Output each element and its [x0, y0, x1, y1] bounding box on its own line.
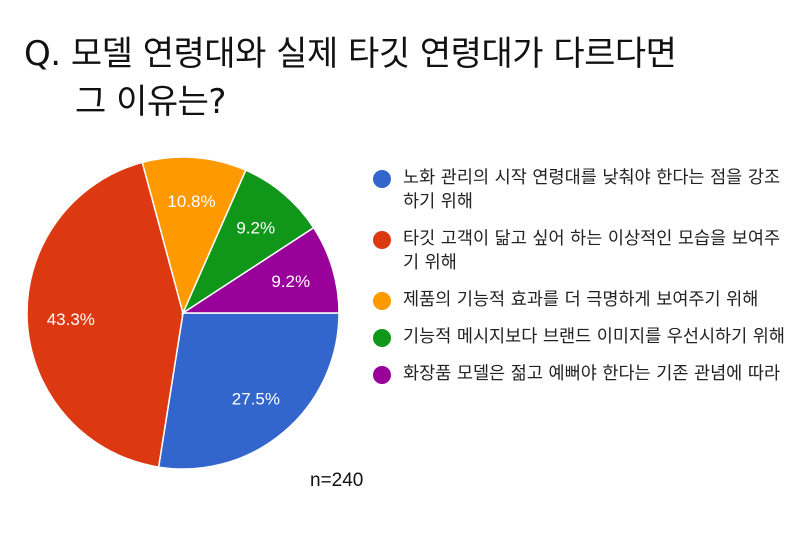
legend-label-2: 제품의 기능적 효과를 더 극명하게 보여주기 위해 — [403, 290, 759, 310]
legend-swatch-0 — [373, 170, 391, 188]
legend-swatch-4 — [373, 366, 391, 384]
sample-size-label: n=240 — [310, 470, 364, 491]
pie-slice-2 — [141, 156, 247, 316]
pie-slice-3 — [181, 169, 315, 316]
legend-item-3: 기능적 메시지보다 브랜드 이미지를 우선시하기 위해 — [373, 325, 793, 349]
legend-label-4: 화장품 모델은 젊고 예뻐야 한다는 기존 관념에 따라 — [403, 364, 781, 384]
pie-slice-label-2: 10.8% — [167, 192, 215, 211]
pie-slice-1 — [26, 161, 184, 468]
legend-item-1: 타깃 고객이 닮고 싶어 하는 이상적인 모습을 보여주기 위해 — [373, 227, 793, 275]
pie-slice-label-4: 9.2% — [271, 272, 310, 291]
legend-label-0: 노화 관리의 시작 연령대를 낮춰야 한다는 점을 강조하기 위해 — [403, 168, 781, 212]
pie-slice-label-1: 43.3% — [47, 310, 95, 329]
legend-swatch-3 — [373, 329, 391, 347]
legend-item-2: 제품의 기능적 효과를 더 극명하게 보여주기 위해 — [373, 288, 793, 312]
pie-slice-0 — [157, 312, 340, 470]
chart-title: Q. 모델 연령대와 실제 타깃 연령대가 다르다면 그 이유는? — [24, 30, 677, 126]
legend-item-4: 화장품 모델은 젊고 예뻐야 한다는 기존 관념에 따라 — [373, 362, 793, 386]
legend-item-0: 노화 관리의 시작 연령대를 낮춰야 한다는 점을 강조하기 위해 — [373, 166, 793, 214]
chart-title-line-1: Q. 모델 연령대와 실제 타깃 연령대가 다르다면 — [24, 34, 677, 74]
legend-label-3: 기능적 메시지보다 브랜드 이미지를 우선시하기 위해 — [403, 327, 786, 347]
pie-slice-label-3: 9.2% — [236, 218, 275, 237]
chart-title-line-2: 그 이유는? — [75, 82, 226, 122]
pie-slice-4 — [180, 226, 340, 314]
pie-slice-label-0: 27.5% — [232, 389, 280, 408]
legend-swatch-1 — [373, 231, 391, 249]
legend-swatch-2 — [373, 292, 391, 310]
legend-label-1: 타깃 고객이 닮고 싶어 하는 이상적인 모습을 보여주기 위해 — [403, 229, 781, 273]
